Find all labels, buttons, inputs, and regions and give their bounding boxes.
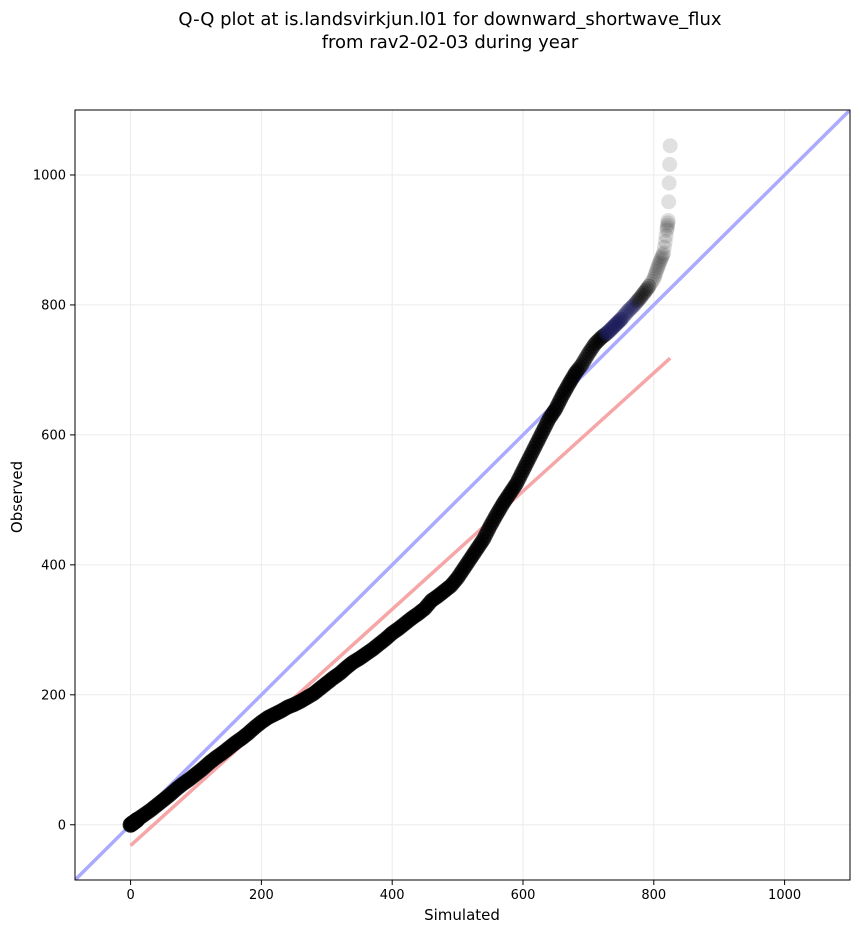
quantile-point — [643, 276, 659, 292]
quantile-point — [636, 285, 652, 301]
x-tick-label: 400 — [380, 888, 405, 903]
x-tick-label: 1000 — [768, 888, 801, 903]
quantile-point — [610, 314, 626, 330]
quantile-point — [626, 297, 642, 313]
quantile-point — [658, 228, 674, 244]
y-tick-label: 400 — [41, 558, 66, 573]
quantile-point — [571, 361, 587, 377]
y-tick-label: 1000 — [33, 168, 66, 183]
quantile-point — [646, 271, 662, 287]
quantile-point — [641, 278, 657, 294]
y-tick-label: 800 — [41, 298, 66, 313]
quantile-point — [603, 321, 619, 337]
chart-title-line2: from rav2-02-03 during year — [322, 32, 579, 53]
quantile-point — [660, 217, 676, 233]
y-tick-label: 600 — [41, 428, 66, 443]
quantile-point — [615, 309, 631, 325]
quantile-point — [639, 281, 655, 297]
quantile-point — [650, 259, 666, 275]
quantile-point — [659, 222, 675, 238]
quantile-point — [652, 253, 668, 269]
quantile-point — [623, 300, 639, 316]
quantile-point — [575, 354, 591, 370]
quantile-point — [585, 338, 601, 354]
quantile-point — [580, 346, 596, 362]
reference-lines — [75, 110, 850, 880]
quantile-point — [648, 264, 664, 280]
quantile-point — [633, 289, 649, 305]
x-tick-label: 800 — [641, 888, 666, 903]
axis-ticks: 0 200 400 600 800 1000 0 200 400 600 800 1000 — [33, 168, 801, 903]
quantile-point — [605, 319, 621, 335]
quantile-point — [602, 323, 618, 339]
quantile-point — [655, 247, 671, 263]
fit-line — [129, 356, 672, 847]
plot-area — [74, 109, 851, 881]
quantile-point — [584, 341, 600, 357]
quantile-point — [620, 303, 636, 319]
quantile-point — [579, 348, 595, 364]
quantile-point — [592, 331, 608, 347]
quantile-point — [616, 307, 632, 323]
x-tick-label: 200 — [249, 888, 274, 903]
y-axis-label: Observed — [8, 461, 26, 533]
quantile-point — [582, 343, 598, 359]
quantile-point — [652, 255, 668, 271]
quantile-point — [660, 215, 676, 231]
quantile-point — [598, 326, 614, 342]
quantile-point — [660, 212, 676, 228]
quantile-point — [661, 175, 677, 191]
quantile-point — [569, 363, 585, 379]
quantile-point — [618, 305, 634, 321]
quantile-point — [593, 329, 609, 345]
quantile-point — [647, 266, 663, 282]
x-axis-label: Simulated — [424, 906, 500, 924]
quantile-point — [621, 302, 637, 318]
quantile-point — [613, 311, 629, 327]
quantile-point — [607, 318, 623, 334]
chart-title-line1: Q-Q plot at is.landsvirkjun.l01 for down… — [178, 9, 722, 30]
quantile-point — [653, 251, 669, 267]
quantile-point — [590, 333, 606, 349]
quantile-point — [657, 234, 673, 250]
quantile-point — [654, 249, 670, 265]
x-tick-label: 0 — [126, 888, 134, 903]
quantile-point — [587, 336, 603, 352]
quantile-point — [638, 283, 654, 299]
y-tick-label: 200 — [41, 688, 66, 703]
quantile-point — [662, 138, 678, 154]
quantile-point — [129, 811, 146, 828]
quantile-point — [661, 194, 677, 210]
quantile-point — [572, 359, 588, 375]
quantile-point — [574, 357, 590, 373]
quantile-point — [628, 295, 644, 311]
quantile-point — [649, 261, 665, 277]
quantile-point — [600, 324, 616, 340]
quantile-points — [122, 138, 678, 833]
quantile-point — [656, 245, 672, 261]
quantile-point — [611, 313, 627, 329]
x-tick-label: 600 — [511, 888, 536, 903]
quantile-point — [647, 269, 663, 285]
quantile-point — [597, 327, 613, 343]
quantile-point — [662, 156, 678, 172]
quantile-point — [595, 328, 611, 344]
y-tick-label: 0 — [58, 818, 66, 833]
quantile-point — [631, 291, 647, 307]
quantile-point — [651, 257, 667, 273]
quantile-point — [656, 239, 672, 255]
quantile-point — [634, 287, 650, 303]
one-to-one-line — [75, 110, 850, 880]
quantile-point — [608, 316, 624, 332]
quantile-point — [659, 220, 675, 236]
quantile-point — [589, 334, 605, 350]
quantile-point — [629, 293, 645, 309]
quantile-point — [625, 299, 641, 315]
quantile-point — [577, 351, 593, 367]
quantile-point — [644, 273, 660, 289]
